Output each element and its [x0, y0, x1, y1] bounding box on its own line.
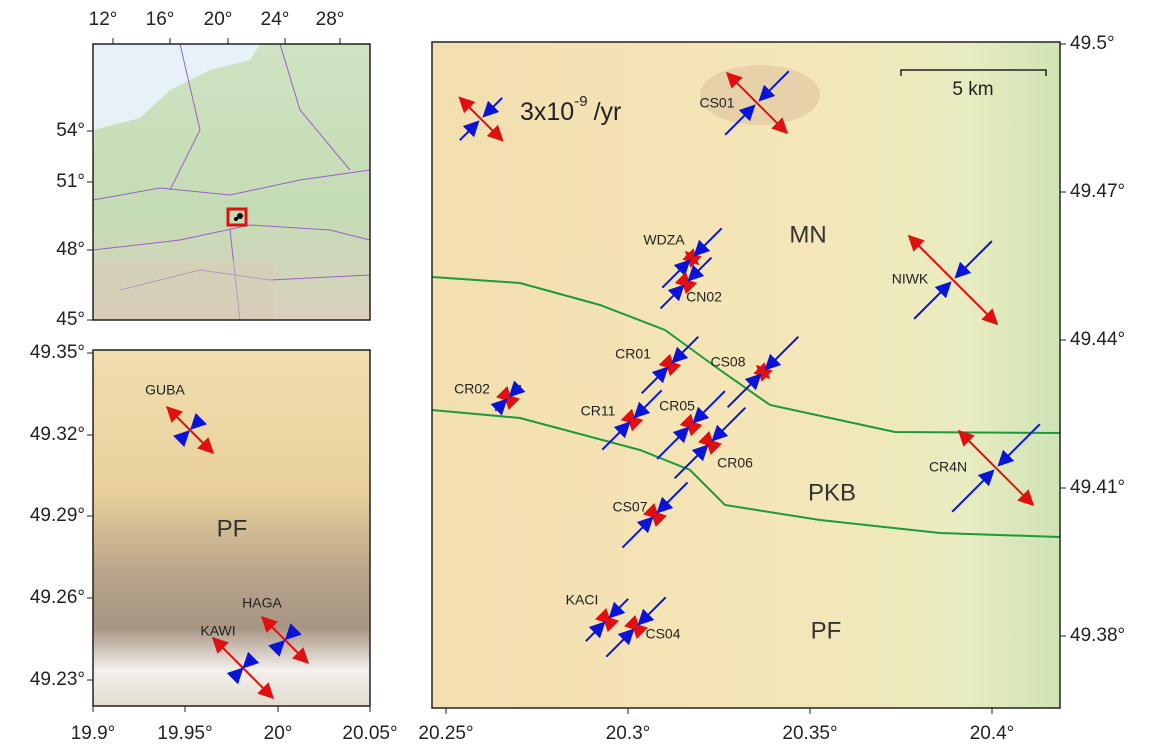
- x-tick-label: 28°: [316, 9, 345, 30]
- y-tick-label: 49.44°: [1070, 329, 1125, 350]
- region-label: PKB: [808, 479, 856, 506]
- y-tick-label: 51°: [56, 171, 85, 192]
- y-tick-label: 49.38°: [1070, 625, 1125, 646]
- x-tick-label: 16°: [146, 9, 175, 30]
- station-label: KACI: [566, 592, 599, 608]
- x-tick-label: 19.9°: [71, 723, 116, 744]
- scale-bar-label: 5 km: [952, 79, 993, 100]
- station-label: KAWI: [200, 623, 235, 639]
- x-tick-label: 20°: [204, 9, 233, 30]
- x-tick-label: 20°: [264, 723, 293, 744]
- x-tick-label: 20.05°: [342, 723, 397, 744]
- y-tick-label: 49.23°: [30, 669, 85, 690]
- station-label: WDZA: [643, 232, 685, 248]
- x-tick-label: 12°: [89, 9, 118, 30]
- main-background: [432, 42, 1060, 708]
- y-tick-label: 45°: [56, 309, 85, 330]
- station-label: CN02: [686, 289, 722, 305]
- x-tick-label: 20.25°: [418, 723, 473, 744]
- x-tick-label: 19.95°: [157, 723, 212, 744]
- y-tick-label: 49.41°: [1070, 477, 1125, 498]
- mountains: [93, 260, 273, 320]
- station-dot: [237, 213, 243, 219]
- y-tick-label: 49.26°: [30, 587, 85, 608]
- x-tick-label: 24°: [261, 9, 290, 30]
- region-label: PF: [217, 515, 248, 542]
- station-label: CR06: [717, 455, 753, 471]
- y-tick-label: 49.35°: [30, 342, 85, 363]
- legend-label: 3x10-9/yr: [520, 93, 621, 126]
- station-label: CR05: [659, 398, 695, 414]
- legend-exponent: -9: [574, 93, 587, 110]
- station-label: CS08: [710, 354, 745, 370]
- station-label: CR11: [581, 403, 616, 419]
- y-tick-label: 49.5°: [1070, 33, 1115, 54]
- station-label: CR02: [454, 381, 490, 397]
- station-dot: [234, 217, 238, 221]
- figure: PF 5 km 3x10-9/yr MN PKB PF 12° 16° 20° 24°…: [0, 0, 1156, 752]
- x-tick-label: 20.35°: [782, 723, 837, 744]
- y-tick-label: 49.47°: [1070, 181, 1125, 202]
- legend-unit: /yr: [594, 98, 622, 126]
- x-tick-label: 20.3°: [606, 723, 651, 744]
- station-label: CR01: [615, 346, 651, 362]
- y-tick-label: 48°: [56, 239, 85, 260]
- station-label: HAGA: [242, 595, 282, 611]
- station-label: CR4N: [929, 459, 967, 475]
- station-label: CS07: [612, 499, 647, 515]
- region-label: PF: [811, 617, 842, 644]
- y-tick-label: 49.29°: [30, 505, 85, 526]
- station-label: NIWK: [892, 271, 929, 287]
- station-label: CS04: [645, 626, 680, 642]
- region-label: MN: [789, 221, 826, 248]
- legend-base: 3x10: [520, 98, 574, 126]
- y-tick-label: 49.32°: [30, 424, 85, 445]
- station-label: GUBA: [145, 382, 185, 398]
- x-tick-label: 20.4°: [970, 723, 1015, 744]
- station-label: CS01: [699, 95, 734, 111]
- y-tick-label: 54°: [56, 120, 85, 141]
